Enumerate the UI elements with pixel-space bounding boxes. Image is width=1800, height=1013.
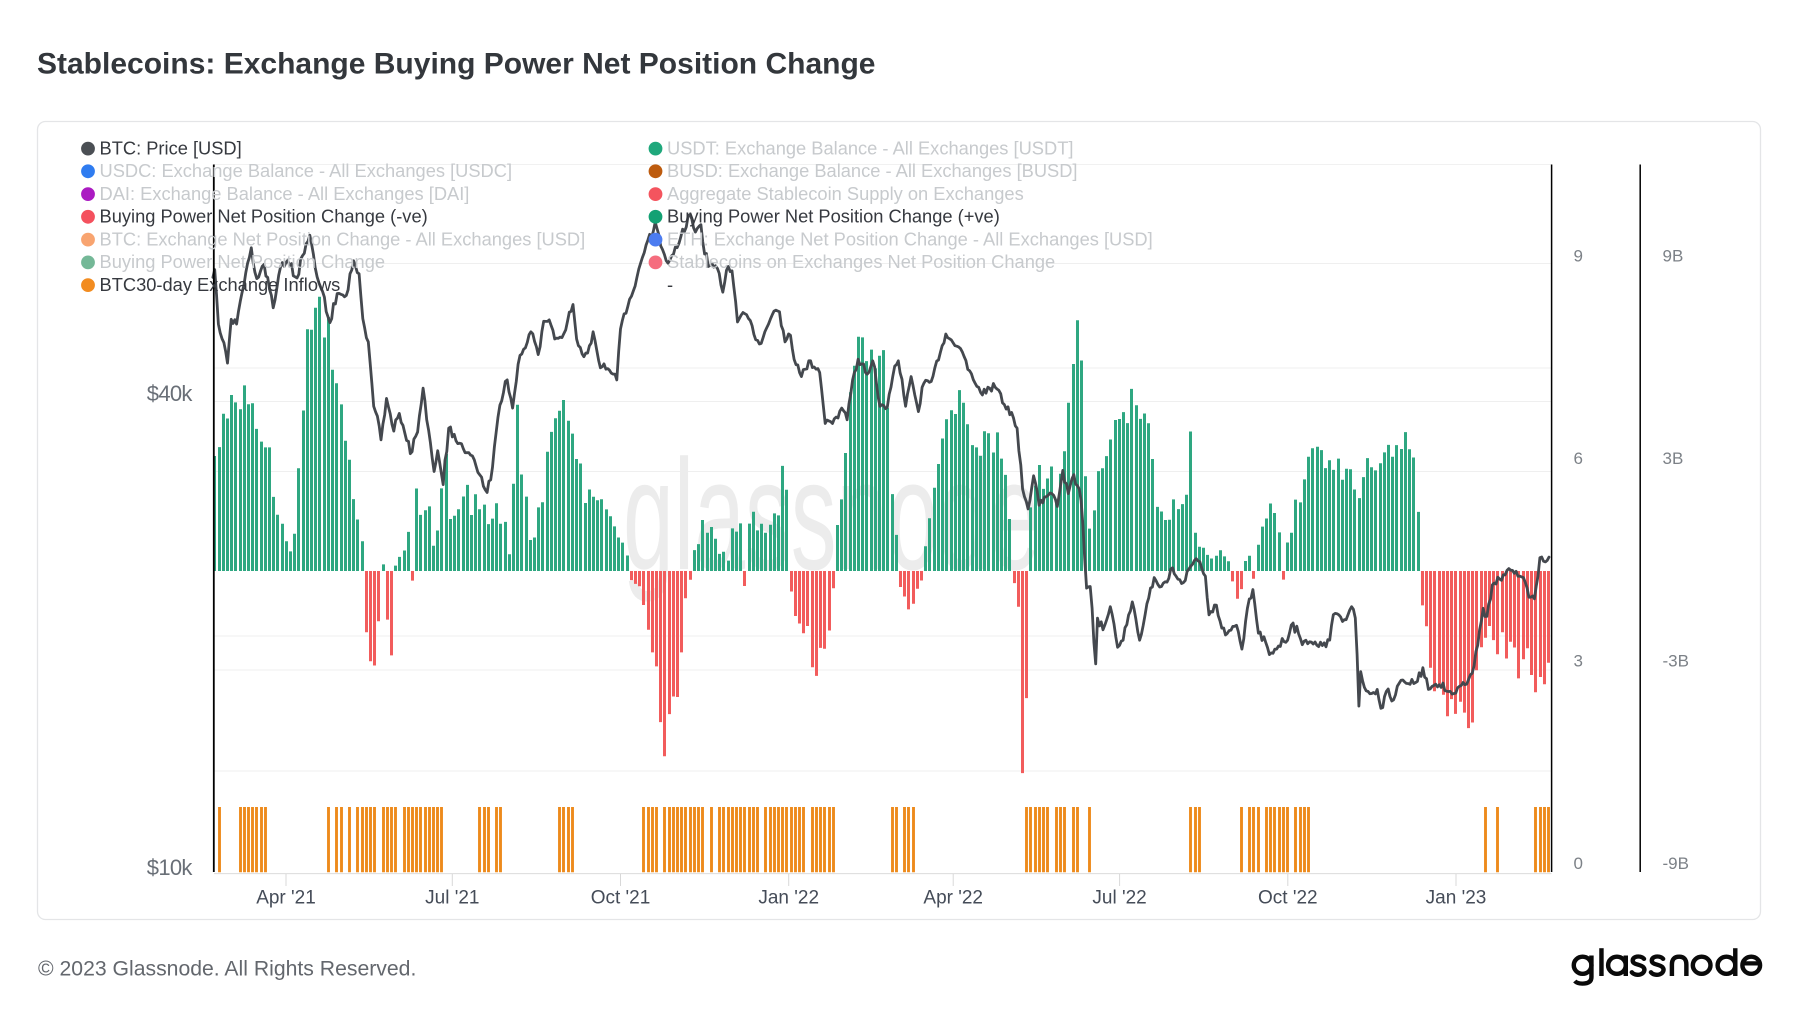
- svg-text:0: 0: [1574, 854, 1583, 873]
- svg-text:Jan '22: Jan '22: [758, 888, 819, 909]
- svg-text:9B: 9B: [1663, 247, 1684, 266]
- svg-text:9: 9: [1574, 247, 1583, 266]
- svg-text:Jul '22: Jul '22: [1092, 888, 1146, 909]
- svg-text:USDC: Exchange Balance - All E: USDC: Exchange Balance - All Exchanges […: [100, 160, 513, 181]
- svg-text:-9B: -9B: [1663, 854, 1689, 873]
- svg-text:Apr '22: Apr '22: [923, 888, 983, 909]
- svg-text:6: 6: [1574, 449, 1583, 468]
- svg-text:Jul '21: Jul '21: [425, 888, 479, 909]
- svg-text:DAI: Exchange Balance - All Ex: DAI: Exchange Balance - All Exchanges [D…: [100, 183, 470, 204]
- svg-text:USDT: Exchange Balance - All E: USDT: Exchange Balance - All Exchanges […: [667, 137, 1073, 158]
- svg-text:© 2023 Glassnode. All Rights R: © 2023 Glassnode. All Rights Reserved.: [38, 958, 416, 981]
- svg-text:BUSD: Exchange Balance - All E: BUSD: Exchange Balance - All Exchanges […: [667, 160, 1078, 181]
- svg-text:Buying Power Net Position Chan: Buying Power Net Position Change (+ve): [667, 206, 1000, 227]
- svg-text:-3B: -3B: [1663, 652, 1689, 671]
- svg-text:Stablecoins: Exchange Buying P: Stablecoins: Exchange Buying Power Net P…: [37, 48, 875, 81]
- svg-text:Buying Power Net Position Chan: Buying Power Net Position Change: [100, 251, 386, 272]
- svg-text:Stablecoins on Exchanges Net P: Stablecoins on Exchanges Net Position Ch…: [667, 251, 1055, 272]
- svg-text:BTC30-day Exchange Inflows: BTC30-day Exchange Inflows: [100, 274, 341, 295]
- svg-text:glassnode: glassnode: [623, 428, 1040, 603]
- svg-text:BTC: Price [USD]: BTC: Price [USD]: [100, 137, 242, 158]
- svg-text:Oct '21: Oct '21: [591, 888, 651, 909]
- svg-text:$10k: $10k: [147, 855, 194, 880]
- svg-text:3B: 3B: [1663, 449, 1684, 468]
- svg-text:Aggregate Stablecoin Supply on: Aggregate Stablecoin Supply on Exchanges: [667, 183, 1024, 204]
- svg-text:ETH: Exchange Net Position Cha: ETH: Exchange Net Position Change - All …: [667, 228, 1153, 249]
- svg-text:BTC: Exchange Net Position Cha: BTC: Exchange Net Position Change - All …: [100, 228, 586, 249]
- svg-text:3: 3: [1574, 652, 1583, 671]
- svg-text:Apr '21: Apr '21: [256, 888, 316, 909]
- svg-text:-: -: [667, 274, 673, 295]
- svg-text:Jan '23: Jan '23: [1426, 888, 1487, 909]
- svg-text:Oct '22: Oct '22: [1258, 888, 1318, 909]
- svg-text:$40k: $40k: [147, 381, 194, 406]
- svg-text:Buying Power Net Position Chan: Buying Power Net Position Change (-ve): [100, 206, 428, 227]
